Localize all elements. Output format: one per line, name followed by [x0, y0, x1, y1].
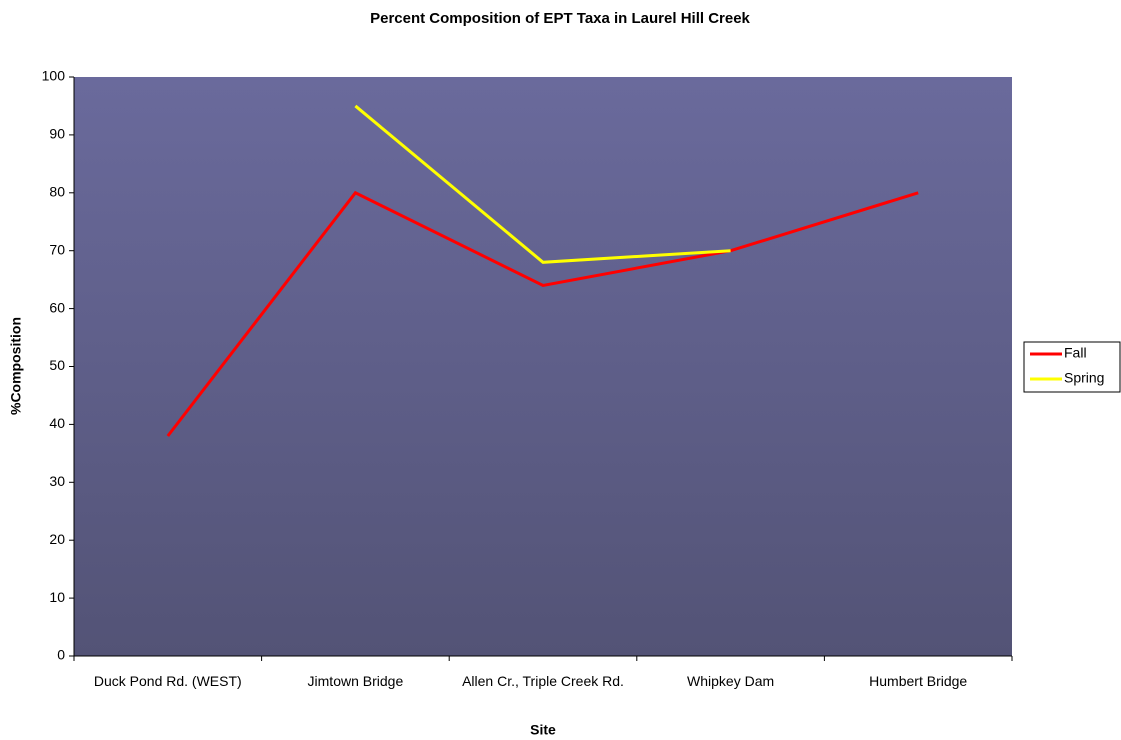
chart-title: Percent Composition of EPT Taxa in Laure…	[370, 10, 750, 27]
y-tick-label: 90	[49, 126, 65, 142]
y-tick-label: 80	[49, 184, 65, 200]
legend-label: Fall	[1064, 345, 1087, 361]
x-tick-label: Allen Cr., Triple Creek Rd.	[462, 673, 624, 689]
y-tick-label: 20	[49, 531, 65, 547]
line-series	[354, 104, 731, 264]
x-tick-label: Duck Pond Rd. (WEST)	[93, 673, 242, 689]
plot-area	[74, 77, 1012, 656]
y-tick-label: 40	[49, 415, 65, 431]
y-tick-label: 100	[42, 68, 66, 84]
x-tick-label: Jimtown Bridge	[307, 673, 404, 689]
x-tick-label: Humbert Bridge	[869, 673, 968, 689]
y-tick-label: 70	[49, 241, 65, 257]
y-axis-title: %Composition	[8, 317, 24, 415]
y-tick-label: 30	[49, 473, 65, 489]
y-tick-label: 0	[57, 647, 65, 663]
x-axis-title: Site	[530, 722, 556, 738]
y-tick-label: 10	[49, 589, 65, 605]
legend	[1023, 341, 1121, 393]
legend-label: Spring	[1064, 370, 1104, 386]
line-series	[166, 190, 919, 437]
y-tick-label: 60	[49, 299, 65, 315]
y-tick-label: 50	[49, 357, 65, 373]
x-tick-label: Whipkey Dam	[687, 673, 775, 689]
